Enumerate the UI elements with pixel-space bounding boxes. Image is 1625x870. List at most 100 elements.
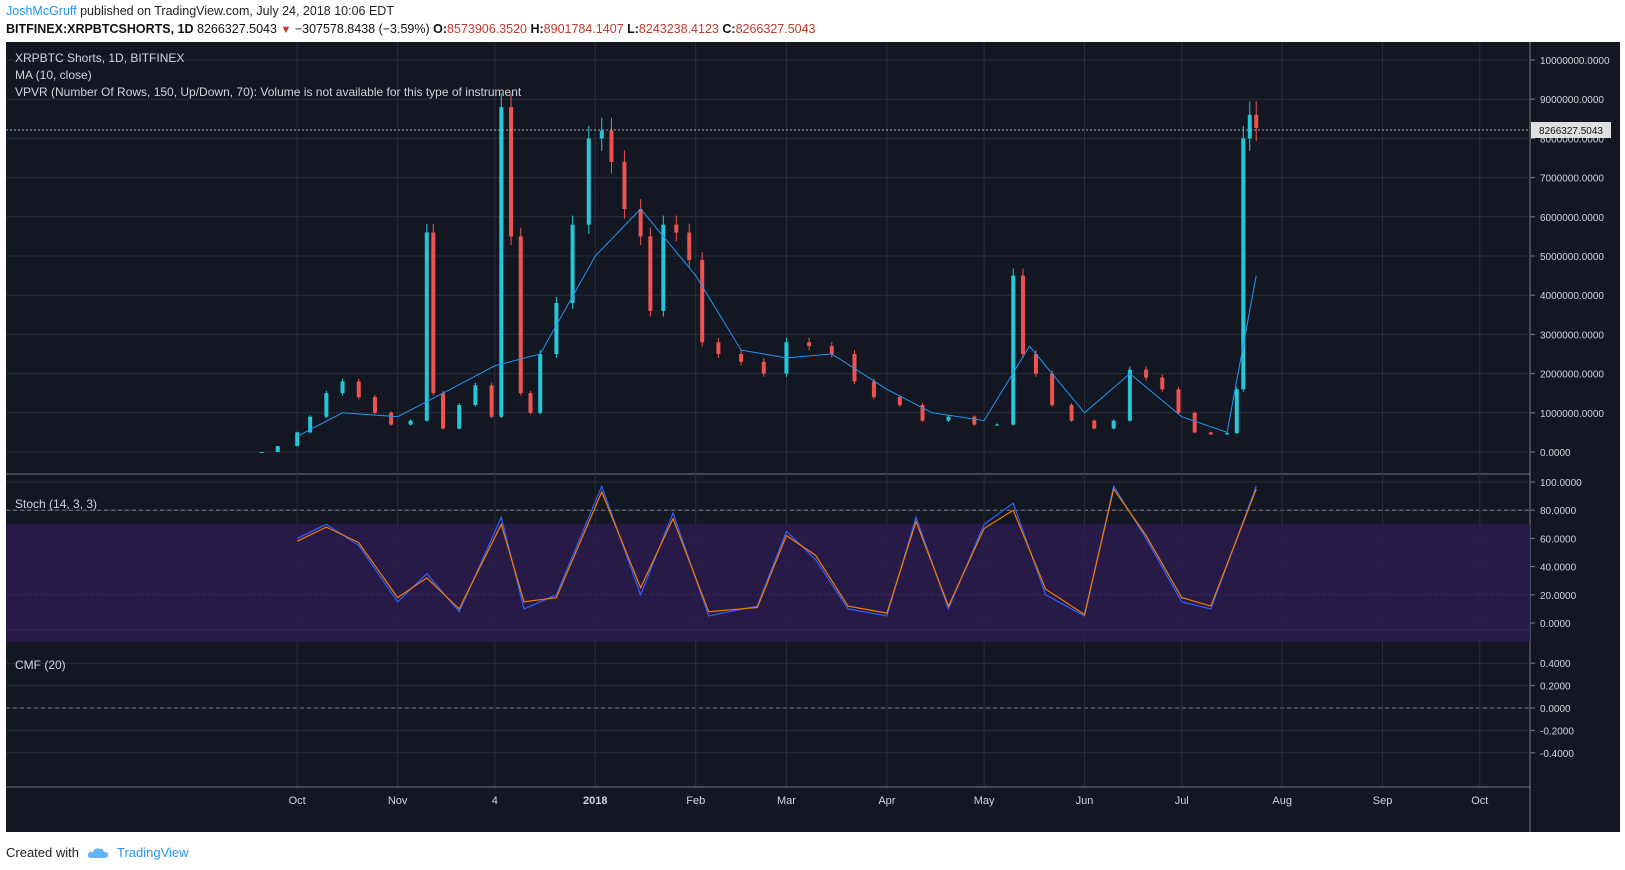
price-axis-label: 5000000.0000: [1540, 252, 1604, 263]
cmf-axis-label: -0.4000: [1540, 749, 1574, 760]
candle-body: [871, 381, 876, 398]
candle-body: [622, 161, 627, 209]
candle-body: [431, 232, 436, 394]
candle-body: [1033, 354, 1038, 374]
stoch-axis-label: 80.0000: [1540, 506, 1577, 517]
low-value: 8243238.4123: [638, 22, 719, 36]
candle-body: [1111, 420, 1116, 429]
candle-body: [424, 232, 429, 421]
price-axis-label: 0.0000: [1540, 448, 1571, 459]
close-label: C:: [722, 22, 736, 36]
footer-brand-link[interactable]: TradingView: [116, 845, 189, 860]
candle-body: [1127, 369, 1132, 421]
candle-body: [441, 393, 445, 429]
candle-body: [528, 393, 533, 413]
stoch-lines: [296, 484, 1257, 617]
price-axis-label: 8000000.0000: [1540, 134, 1604, 145]
candle-body: [408, 420, 413, 425]
candle-body: [308, 416, 313, 433]
x-axis-label: Sep: [1373, 795, 1393, 807]
price-axis-label: 3000000.0000: [1540, 330, 1604, 341]
x-axis-label: Oct: [289, 795, 306, 807]
candle-body: [761, 361, 766, 374]
legend-title: XRPBTC Shorts, 1D, BITFINEX: [15, 51, 184, 65]
candle-body: [275, 446, 280, 452]
stoch-axis-label: 60.0000: [1540, 534, 1577, 545]
candle-body: [356, 381, 361, 398]
candle-body: [648, 236, 653, 311]
price-axis-label: 1000000.0000: [1540, 409, 1604, 420]
footer-created: Created with: [6, 845, 79, 860]
candle-body: [739, 354, 744, 362]
x-axis-label: Mar: [777, 795, 796, 807]
candle-body: [1020, 275, 1025, 354]
chart-canvas[interactable]: 10000000.0000 9000000.0000 8000000.0000 700…: [0, 42, 1625, 842]
candle-body: [1241, 138, 1246, 390]
candle-body: [1176, 389, 1181, 413]
candle-body: [499, 107, 504, 417]
stoch-d-line: [296, 487, 1257, 616]
candle-body: [1050, 373, 1055, 405]
high-label: H:: [530, 22, 544, 36]
candle-body: [609, 130, 614, 162]
candle-body: [489, 385, 494, 417]
candle-body: [638, 208, 643, 237]
candle-body: [807, 342, 812, 347]
price-axis-label: 6000000.0000: [1540, 213, 1604, 224]
candle-body: [946, 416, 951, 421]
cmf-axis-label: 0.2000: [1540, 682, 1571, 693]
high-value: 8901784.1407: [543, 22, 624, 36]
x-axis-label: Apr: [878, 795, 895, 807]
candle-body: [1234, 389, 1239, 434]
stoch-axis-label: 40.0000: [1540, 563, 1577, 574]
price-axis-label: 9000000.0000: [1540, 95, 1604, 106]
chart-background: [6, 42, 1530, 832]
x-axis-label: Oct: [1471, 795, 1488, 807]
last-price-tag-text: 8266327.5043: [1539, 126, 1603, 137]
candle-body: [1092, 420, 1097, 429]
candle-body: [972, 416, 977, 425]
x-axis-label: Jul: [1175, 795, 1189, 807]
y-ticks: 10000000.0000 9000000.0000 8000000.0000 700…: [1530, 56, 1610, 760]
candle-body: [674, 224, 679, 233]
candle-body: [599, 130, 604, 139]
x-axis-label: 2018: [583, 795, 607, 807]
price-axis-label: 2000000.0000: [1540, 370, 1604, 381]
candle-body: [1160, 377, 1165, 390]
stoch-axis-label: 20.0000: [1540, 591, 1577, 602]
x-axis-label: May: [974, 795, 995, 807]
x-axis-label: Aug: [1272, 795, 1292, 807]
candle-body: [324, 393, 329, 417]
candle-body: [570, 224, 575, 304]
candle-body: [716, 342, 721, 354]
ma-line-group: [296, 208, 1257, 437]
candle-body: [1011, 275, 1016, 425]
candle-body: [372, 397, 377, 413]
candle-body: [538, 354, 543, 413]
symbol-name: BITFINEX:XRPBTCSHORTS, 1D: [6, 22, 194, 36]
candle-body: [389, 412, 394, 425]
candle-body: [457, 404, 462, 429]
cmf-axis-label: 0.0000: [1540, 704, 1571, 715]
x-axis-label: 4: [492, 795, 498, 807]
price-change: −307578.8438 (−3.59%): [294, 22, 430, 36]
legend-ma: MA (10, close): [15, 68, 92, 82]
candle-body: [518, 236, 523, 394]
candle-body: [897, 397, 902, 405]
candle-body: [1254, 114, 1259, 128]
ma-line: [296, 208, 1257, 437]
down-arrow-icon: ▼: [280, 24, 292, 36]
author-link[interactable]: JoshMcGruff: [6, 4, 77, 18]
candle-body: [586, 138, 591, 225]
candle-body: [1208, 432, 1213, 435]
publish-text: published on TradingView.com, July 24, 2…: [76, 4, 394, 18]
x-ticks: Oct Nov 4 2018 Feb Mar Apr May Jun Jul Aug Sep Oct: [289, 795, 1489, 807]
candle-body: [995, 424, 1000, 426]
candle-body: [829, 346, 834, 354]
candle-body: [687, 232, 692, 260]
candles: [259, 93, 1259, 453]
x-axis-label: Feb: [686, 795, 705, 807]
candle-body: [661, 224, 666, 311]
x-axis-label: Nov: [388, 795, 408, 807]
last-price: 8266327.5043: [197, 22, 277, 36]
